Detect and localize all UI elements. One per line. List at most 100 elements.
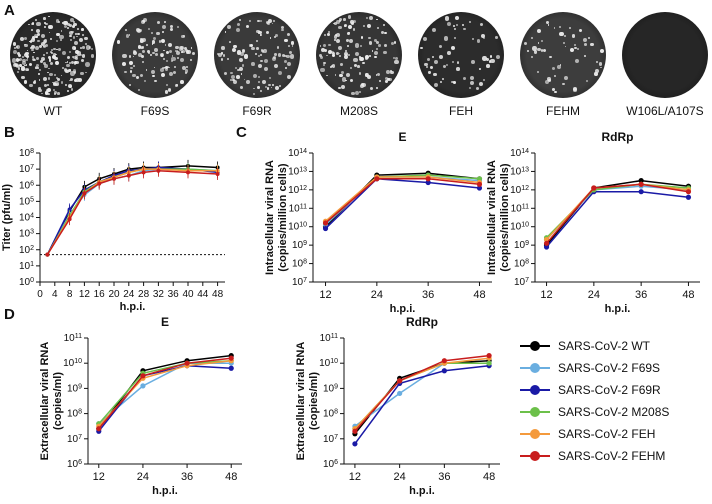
x-tick-label: 24: [371, 289, 383, 301]
y-tick-label: 108: [292, 258, 307, 270]
data-point: [397, 378, 403, 384]
y-tick-label: 1010: [319, 358, 338, 370]
series-line: [354, 357, 490, 430]
panel-label-c: C: [236, 124, 247, 141]
y-tick-label: 105: [19, 196, 34, 208]
series-line: [98, 354, 232, 430]
x-tick-label: 8: [67, 289, 73, 300]
data-point: [476, 181, 483, 187]
y-axis-label: (copies/million cells): [499, 163, 511, 272]
x-tick-label: 24: [137, 471, 149, 483]
y-tick-label: 102: [19, 244, 34, 256]
series-line: [325, 176, 480, 222]
plate-image: [10, 12, 96, 98]
chart-title: E: [161, 315, 169, 329]
y-tick-label: 1010: [510, 221, 529, 233]
legend-label: SARS-CoV-2 M208S: [558, 405, 670, 419]
data-point: [322, 220, 329, 226]
data-point: [112, 176, 116, 181]
x-axis-label: h.p.i.: [409, 485, 435, 497]
data-point: [397, 390, 403, 397]
y-tick-label: 1011: [320, 333, 338, 345]
y-tick-label: 108: [19, 148, 34, 160]
legend-item: SARS-CoV-2 WT: [520, 335, 669, 357]
plate-image: [418, 12, 504, 98]
data-point: [441, 368, 447, 374]
y-tick-label: 1011: [289, 203, 307, 215]
x-tick-label: 24: [123, 289, 135, 300]
legend-label: SARS-CoV-2 F69S: [558, 361, 661, 375]
y-tick-label: 107: [514, 277, 529, 289]
data-point: [140, 383, 146, 389]
y-tick-label: 107: [19, 164, 34, 176]
data-point: [638, 181, 644, 187]
y-axis-label: Extracellular viral RNA: [295, 342, 307, 461]
y-tick-label: 1012: [288, 184, 307, 196]
series-line: [324, 178, 480, 230]
data-point: [82, 191, 87, 196]
x-tick-label: 36: [635, 289, 647, 301]
x-tick-label: 40: [182, 289, 194, 300]
series-line: [98, 357, 232, 430]
data-point: [156, 168, 161, 173]
series-line: [545, 190, 689, 248]
x-tick-label: 48: [483, 471, 495, 483]
y-tick-label: 106: [323, 459, 338, 471]
x-tick-label: 12: [79, 289, 91, 300]
legend-swatch: [520, 385, 550, 395]
y-tick-label: 1013: [510, 166, 529, 178]
panel-label-b: B: [4, 124, 15, 141]
data-point: [685, 189, 692, 195]
legend: SARS-CoV-2 WT SARS-CoV-2 F69S SARS-CoV-2 F…: [520, 335, 669, 467]
panel-label-d: D: [4, 306, 15, 323]
x-tick-label: 24: [394, 471, 406, 483]
y-tick-label: 108: [323, 408, 338, 420]
legend-label: SARS-CoV-2 FEH: [558, 427, 656, 441]
x-tick-label: 32: [153, 289, 165, 300]
plate-label: M208S: [339, 104, 379, 118]
y-axis-label: (copies/ml): [308, 372, 320, 430]
y-tick-label: 104: [19, 212, 34, 224]
legend-item: SARS-CoV-2 FEH: [520, 423, 669, 445]
series-line: [354, 354, 490, 432]
panel-label-a: A: [4, 2, 15, 19]
x-tick-label: 36: [168, 289, 180, 300]
y-tick-label: 1012: [510, 184, 529, 196]
data-point: [638, 189, 644, 195]
data-point: [97, 181, 102, 186]
plate-image: [316, 12, 402, 98]
x-axis-label: h.p.i.: [152, 485, 178, 497]
plate-image: [112, 12, 198, 98]
y-tick-label: 106: [19, 180, 34, 192]
plate-label: F69S: [140, 104, 170, 118]
y-tick-label: 107: [67, 433, 82, 445]
x-tick-label: 28: [138, 289, 150, 300]
y-tick-label: 108: [514, 258, 529, 270]
x-axis-label: h.p.i.: [120, 301, 146, 313]
data-point: [425, 176, 431, 182]
data-point: [352, 428, 358, 434]
data-point: [228, 355, 234, 361]
x-tick-label: 4: [52, 289, 58, 300]
x-tick-label: 12: [93, 471, 105, 483]
y-tick-label: 1014: [510, 148, 529, 160]
y-tick-label: 109: [514, 240, 529, 252]
x-tick-label: 48: [212, 289, 224, 300]
y-axis-label: Intracellular viral RNA: [486, 160, 498, 275]
legend-item: SARS-CoV-2 F69S: [520, 357, 669, 379]
y-tick-label: 107: [292, 277, 307, 289]
series-line: [545, 179, 689, 246]
x-tick-label: 36: [422, 289, 434, 301]
y-tick-label: 1013: [288, 166, 307, 178]
data-point: [374, 176, 380, 182]
data-point: [215, 171, 220, 176]
data-point: [45, 252, 50, 257]
x-axis-label: h.p.i.: [390, 303, 416, 315]
x-tick-label: 48: [225, 471, 237, 483]
data-point: [486, 360, 492, 366]
y-tick-label: 1010: [63, 358, 82, 370]
x-tick-label: 12: [349, 471, 361, 483]
series-line: [545, 183, 689, 241]
plate-label: WT: [43, 104, 63, 118]
